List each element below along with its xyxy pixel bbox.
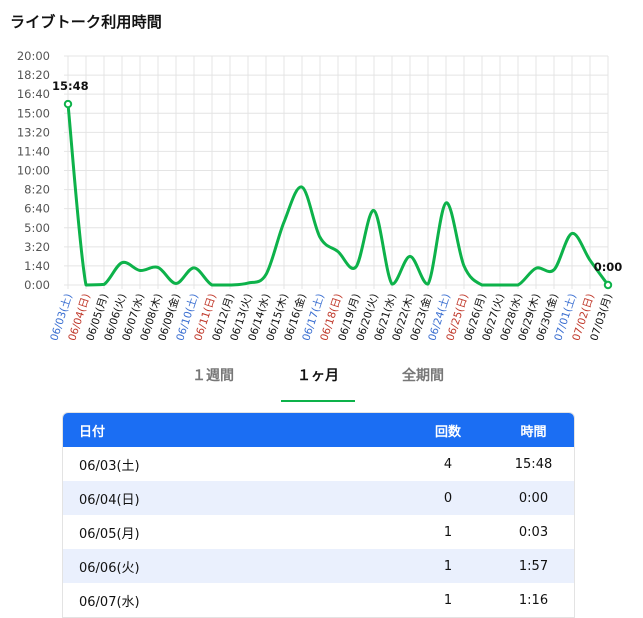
period-tabs: １週間 １ヶ月 全期間 bbox=[0, 358, 643, 402]
data-label: 15:48 bbox=[52, 79, 89, 93]
cell-date: 06/05(月) bbox=[79, 526, 140, 542]
cell-count: 1 bbox=[443, 558, 453, 574]
table-row: 06/03(土) 4 15:48 bbox=[63, 447, 574, 481]
tab-one-month[interactable]: １ヶ月 bbox=[281, 358, 355, 402]
cell-count: 4 bbox=[443, 456, 453, 472]
y-tick-label: 0:00 bbox=[24, 278, 50, 292]
usage-table: 日付 回数 時間 06/03(土) 4 15:48 06/04(日) 0 0:0… bbox=[62, 412, 575, 618]
cell-date: 06/06(火) bbox=[79, 560, 140, 576]
y-tick-label: 11:40 bbox=[17, 144, 50, 158]
cell-time: 1:57 bbox=[518, 558, 549, 574]
header-count: 回数 bbox=[434, 424, 461, 440]
y-tick-label: 20:00 bbox=[17, 49, 50, 63]
cell-time: 1:16 bbox=[518, 592, 549, 608]
header-time: 時間 bbox=[520, 424, 547, 440]
cell-count: 0 bbox=[443, 490, 453, 506]
tab-all-period[interactable]: 全期間 bbox=[402, 368, 444, 384]
y-tick-label: 10:00 bbox=[17, 164, 50, 178]
tab-one-week[interactable]: １週間 bbox=[192, 368, 234, 384]
usage-line-chart: 20:00 18:20 16:40 15:00 13:20 11:40 10:00 8:20 6… bbox=[17, 49, 623, 342]
y-tick-label: 13:20 bbox=[17, 125, 50, 139]
page-title: ライブトーク利用時間 bbox=[10, 13, 163, 31]
table-row: 06/05(月) 1 0:03 bbox=[63, 515, 574, 549]
table-row: 06/04(日) 0 0:00 bbox=[63, 481, 574, 515]
table-header: 日付 回数 時間 bbox=[63, 413, 574, 447]
series-line bbox=[66, 103, 610, 287]
y-tick-label: 1:40 bbox=[24, 259, 50, 273]
y-tick-label: 8:20 bbox=[24, 183, 50, 197]
y-tick-label: 3:20 bbox=[24, 240, 50, 254]
data-point bbox=[63, 99, 73, 109]
table-row: 06/07(水) 1 1:16 bbox=[63, 583, 574, 617]
data-label: 0:00 bbox=[594, 260, 623, 274]
y-tick-label: 5:00 bbox=[24, 221, 50, 235]
cell-count: 1 bbox=[443, 592, 453, 608]
cell-date: 06/03(土) bbox=[79, 458, 140, 474]
table-row: 06/06(火) 1 1:57 bbox=[63, 549, 574, 583]
y-tick-label: 16:40 bbox=[17, 87, 50, 101]
data-point bbox=[603, 280, 613, 290]
cell-date: 06/07(水) bbox=[79, 594, 140, 610]
cell-time: 15:48 bbox=[514, 456, 553, 472]
y-tick-label: 18:20 bbox=[17, 68, 50, 82]
cell-count: 1 bbox=[443, 524, 453, 540]
cell-date: 06/04(日) bbox=[79, 492, 140, 508]
header-date: 日付 bbox=[79, 424, 106, 440]
cell-time: 0:00 bbox=[518, 490, 549, 506]
cell-time: 0:03 bbox=[518, 524, 549, 540]
y-tick-label: 6:40 bbox=[24, 202, 50, 216]
y-tick-label: 15:00 bbox=[17, 106, 50, 120]
